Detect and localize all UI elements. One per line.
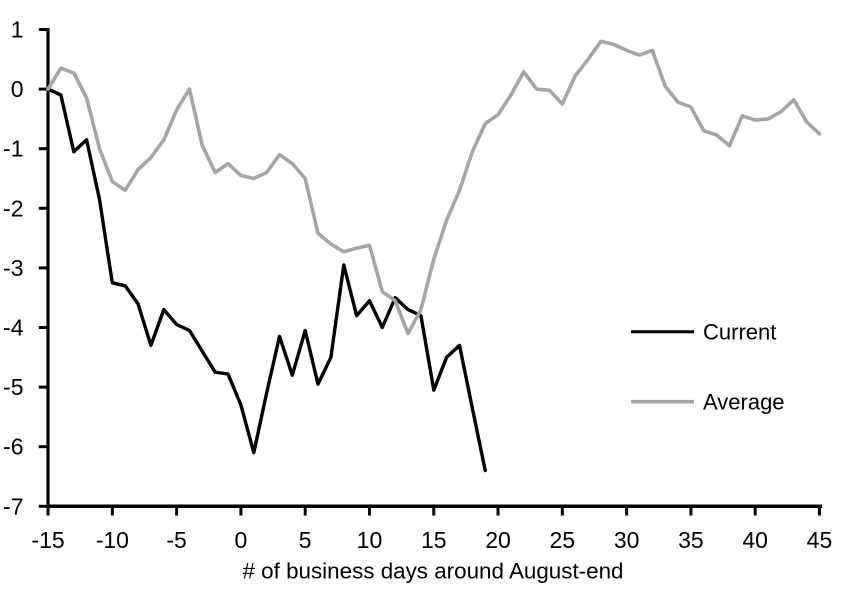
x-tick-label: -10 bbox=[96, 527, 129, 553]
y-tick-label: 0 bbox=[11, 76, 24, 102]
x-tick-label: -5 bbox=[166, 527, 186, 553]
y-tick-label: -5 bbox=[3, 374, 23, 400]
x-tick-label: 15 bbox=[421, 527, 447, 553]
x-tick-label: 20 bbox=[485, 527, 511, 553]
y-tick-label: -2 bbox=[3, 195, 23, 221]
x-tick-label: -15 bbox=[31, 527, 64, 553]
y-axis-ticks: 1 0 -1 -2 -3 -4 -5 -6 -7 bbox=[3, 17, 48, 519]
legend: Current Average bbox=[631, 320, 785, 415]
y-tick-label: -1 bbox=[3, 136, 23, 162]
x-axis-title: # of business days around August-end bbox=[243, 559, 624, 584]
average-line bbox=[46, 39, 822, 336]
x-tick-label: 35 bbox=[678, 527, 704, 553]
y-tick-label: -3 bbox=[3, 255, 23, 281]
current-line bbox=[46, 87, 487, 473]
x-tick-label: 45 bbox=[807, 527, 833, 553]
legend-item-average: Average bbox=[631, 390, 785, 415]
y-tick-label: -4 bbox=[3, 315, 24, 341]
x-tick-label: 40 bbox=[742, 527, 768, 553]
y-tick-label: -7 bbox=[3, 493, 23, 519]
x-axis-ticks: -15 -10 -5 0 5 10 15 20 25 30 35 40 45 bbox=[31, 506, 832, 553]
legend-label: Current bbox=[703, 320, 776, 345]
legend-label: Average bbox=[703, 390, 785, 415]
y-tick-label: -6 bbox=[3, 434, 23, 460]
x-tick-label: 25 bbox=[550, 527, 576, 553]
legend-item-current: Current bbox=[631, 320, 776, 345]
x-tick-label: 5 bbox=[299, 527, 312, 553]
y-tick-label: 1 bbox=[11, 17, 24, 43]
x-tick-label: 0 bbox=[235, 527, 248, 553]
x-tick-label: 30 bbox=[614, 527, 640, 553]
x-tick-label: 10 bbox=[357, 527, 383, 553]
